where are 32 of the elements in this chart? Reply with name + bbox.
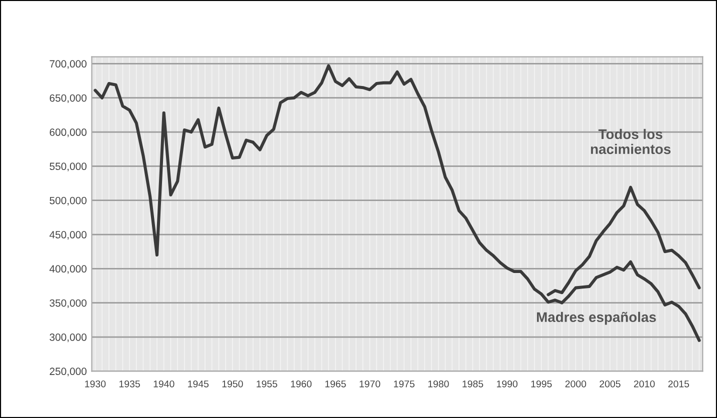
annotation: Todos los nacimientos — [590, 128, 671, 154]
y-tick-label: 450,000 — [50, 231, 87, 240]
x-tick-label: 1980 — [428, 380, 449, 388]
annotation: Madres españolas — [536, 312, 656, 325]
y-tick-label: 550,000 — [50, 162, 87, 172]
x-tick-label: 2000 — [565, 380, 586, 388]
x-tick-label: 1955 — [256, 380, 278, 388]
line-series — [94, 64, 701, 342]
x-tick-label: 1945 — [188, 380, 209, 388]
y-tick-label: 250,000 — [50, 368, 87, 376]
y-tick-label: 600,000 — [50, 128, 87, 138]
y-tick-label: 650,000 — [50, 94, 87, 103]
x-tick-label: 2005 — [600, 380, 620, 388]
x-tick-label: 1975 — [394, 380, 414, 388]
line-series — [546, 186, 701, 296]
x-tick-label: 1935 — [119, 380, 140, 388]
x-tick-label: 1970 — [360, 380, 380, 388]
x-tick-label: 1930 — [85, 380, 106, 388]
y-tick-label: 700,000 — [50, 60, 87, 69]
x-tick-label: 1990 — [496, 380, 518, 388]
x-tick-label: 1985 — [462, 380, 484, 388]
x-tick-label: 1960 — [291, 380, 312, 388]
x-tick-label: 2010 — [634, 380, 655, 388]
y-tick-label: 400,000 — [50, 265, 87, 274]
y-tick-label: 350,000 — [50, 299, 87, 308]
x-tick-label: 1965 — [325, 380, 346, 388]
x-tick-label: 1995 — [531, 380, 552, 388]
x-tick-label: 1940 — [154, 380, 174, 388]
y-tick-label: 500,000 — [50, 196, 87, 206]
x-tick-label: 1950 — [222, 380, 243, 388]
x-tick-label: 2015 — [668, 380, 690, 388]
y-tick-label: 300,000 — [50, 334, 87, 342]
